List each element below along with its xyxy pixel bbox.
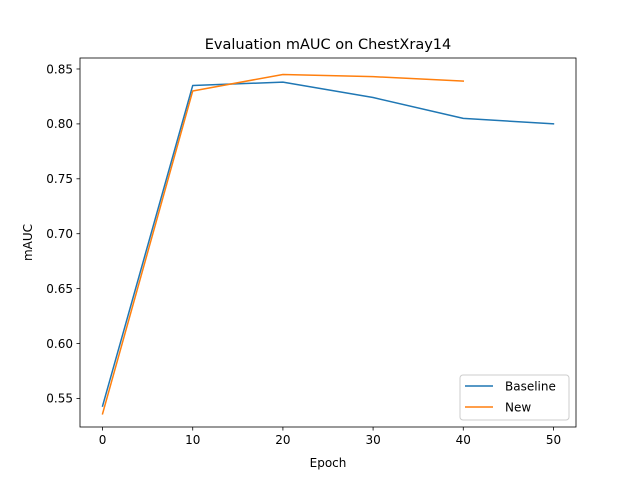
y-tick-label: 0.75 [46,172,73,186]
y-axis: 0.55 0.60 0.65 0.70 0.75 0.80 0.85 [46,62,80,406]
y-tick-label: 0.55 [46,392,73,406]
x-tick-label: 10 [185,433,200,447]
series-layer [101,73,555,415]
y-tick-label: 0.65 [46,282,73,296]
x-tick-label: 50 [546,433,561,447]
legend-label-new: New [505,400,531,414]
plot-area [79,57,577,428]
x-axis-title: Epoch [310,456,347,470]
series-line-new [101,73,465,415]
y-tick-label: 0.85 [46,62,73,76]
y-tick-label: 0.60 [46,337,73,351]
y-axis-title: mAUC [21,224,35,261]
legend-label-baseline: Baseline [505,379,556,393]
y-tick-label: 0.70 [46,227,73,241]
x-tick-label: 20 [275,433,290,447]
series-line-baseline [101,81,555,408]
plot-background [80,58,576,427]
x-tick-label: 0 [99,433,107,447]
x-tick-label: 40 [456,433,471,447]
plot-frame [79,57,577,428]
x-axis: 0 10 20 30 40 50 [99,427,561,447]
chart-title: Evaluation mAUC on ChestXray14 [205,37,451,53]
legend: Baseline New [459,374,570,421]
y-tick-label: 0.80 [46,117,73,131]
x-tick-label: 30 [365,433,380,447]
